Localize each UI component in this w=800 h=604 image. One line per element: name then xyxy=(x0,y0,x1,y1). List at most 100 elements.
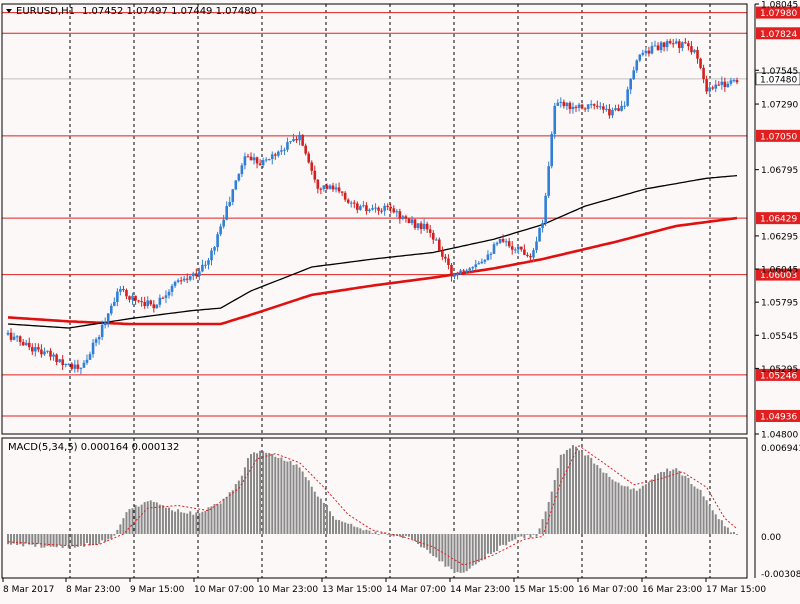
candle[interactable] xyxy=(204,260,207,269)
candle[interactable] xyxy=(674,38,678,45)
candle[interactable] xyxy=(611,107,614,119)
candle[interactable] xyxy=(565,102,569,110)
candle[interactable] xyxy=(538,227,541,242)
candle[interactable] xyxy=(216,231,219,252)
candle[interactable] xyxy=(31,343,34,356)
candle[interactable] xyxy=(152,300,156,313)
candle[interactable] xyxy=(441,246,444,261)
candle[interactable] xyxy=(380,208,383,214)
candle[interactable] xyxy=(416,223,420,231)
candle[interactable] xyxy=(592,103,596,110)
candle[interactable] xyxy=(255,156,259,169)
candle[interactable] xyxy=(450,263,453,282)
candle[interactable] xyxy=(195,268,198,279)
candle[interactable] xyxy=(274,152,277,160)
candle[interactable] xyxy=(529,253,532,263)
candle[interactable] xyxy=(404,214,408,223)
candle[interactable] xyxy=(249,152,253,161)
candle[interactable] xyxy=(343,191,347,202)
candle[interactable] xyxy=(359,204,362,211)
candle[interactable] xyxy=(605,104,608,112)
candle[interactable] xyxy=(462,269,465,275)
candle[interactable] xyxy=(134,295,137,305)
candle[interactable] xyxy=(97,334,101,345)
candle[interactable] xyxy=(656,42,660,51)
candle[interactable] xyxy=(586,104,590,112)
chevron-down-icon[interactable] xyxy=(6,9,12,13)
candle[interactable] xyxy=(188,275,192,282)
candle[interactable] xyxy=(677,39,681,54)
candle[interactable] xyxy=(173,280,177,288)
candle[interactable] xyxy=(395,208,399,218)
candle[interactable] xyxy=(146,296,150,309)
candle[interactable] xyxy=(231,188,235,206)
candle[interactable] xyxy=(301,134,304,147)
candle[interactable] xyxy=(52,352,55,361)
candle[interactable] xyxy=(483,259,487,265)
candle[interactable] xyxy=(517,245,520,255)
candle[interactable] xyxy=(346,198,350,204)
candle[interactable] xyxy=(614,104,617,112)
candle[interactable] xyxy=(337,182,341,194)
candle[interactable] xyxy=(535,236,538,253)
candle[interactable] xyxy=(501,234,505,243)
candle[interactable] xyxy=(407,217,411,224)
candle[interactable] xyxy=(155,304,159,309)
candle[interactable] xyxy=(638,53,642,63)
candle[interactable] xyxy=(304,143,307,156)
candle[interactable] xyxy=(24,339,28,346)
candle[interactable] xyxy=(267,158,271,161)
candle[interactable] xyxy=(143,296,146,309)
candle[interactable] xyxy=(687,40,690,51)
candle[interactable] xyxy=(64,363,68,368)
candle[interactable] xyxy=(465,268,468,274)
candle[interactable] xyxy=(589,100,593,109)
candle[interactable] xyxy=(532,247,535,263)
candle[interactable] xyxy=(513,247,517,254)
candle[interactable] xyxy=(377,206,380,215)
candle[interactable] xyxy=(88,351,92,360)
candle[interactable] xyxy=(422,218,426,231)
candle[interactable] xyxy=(158,294,162,308)
candle[interactable] xyxy=(191,271,195,281)
candle[interactable] xyxy=(49,348,52,361)
candle[interactable] xyxy=(474,259,478,271)
candle[interactable] xyxy=(662,41,666,52)
candle[interactable] xyxy=(21,338,25,347)
candle[interactable] xyxy=(325,183,329,190)
candle[interactable] xyxy=(207,257,210,270)
candle[interactable] xyxy=(599,102,602,110)
candle[interactable] xyxy=(349,200,353,208)
candle[interactable] xyxy=(647,46,651,57)
candle[interactable] xyxy=(653,40,657,47)
candle[interactable] xyxy=(690,41,693,55)
candle[interactable] xyxy=(176,278,180,284)
candle[interactable] xyxy=(79,367,83,375)
candle[interactable] xyxy=(635,59,639,73)
candle[interactable] xyxy=(629,77,632,95)
candle[interactable] xyxy=(556,99,560,107)
candle[interactable] xyxy=(270,151,274,165)
candle[interactable] xyxy=(553,102,557,139)
candle[interactable] xyxy=(55,353,58,366)
candle[interactable] xyxy=(222,214,225,229)
candle[interactable] xyxy=(659,40,663,54)
candle[interactable] xyxy=(331,182,335,192)
candle[interactable] xyxy=(617,104,620,112)
candle[interactable] xyxy=(644,47,648,57)
candle[interactable] xyxy=(510,241,514,255)
candle[interactable] xyxy=(641,49,645,57)
candle[interactable] xyxy=(283,147,286,156)
candle[interactable] xyxy=(243,152,247,170)
candle[interactable] xyxy=(608,104,611,119)
candle[interactable] xyxy=(434,237,438,241)
candle[interactable] xyxy=(131,292,134,305)
candle[interactable] xyxy=(495,241,499,247)
candle[interactable] xyxy=(264,157,268,163)
candle[interactable] xyxy=(726,81,730,88)
candle[interactable] xyxy=(295,136,298,143)
candle[interactable] xyxy=(185,273,189,284)
candle[interactable] xyxy=(684,38,687,44)
candle[interactable] xyxy=(362,200,365,208)
